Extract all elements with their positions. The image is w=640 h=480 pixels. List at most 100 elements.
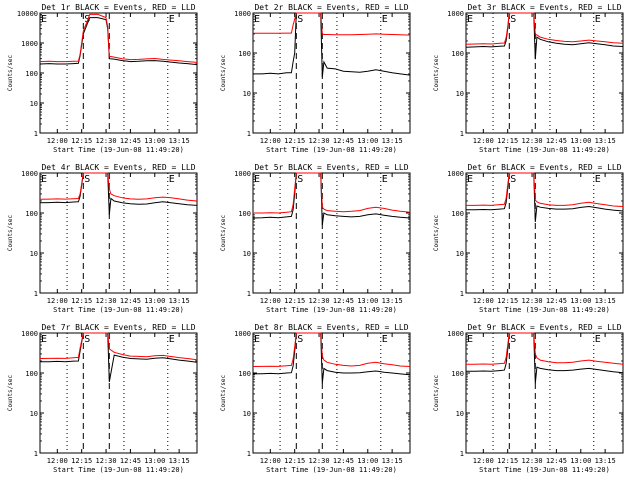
x-axis-label: Start Time (19-Jun-08 11:49:20) — [266, 306, 397, 314]
y-tick-label: 1 — [34, 130, 38, 138]
event-marker-label: E — [169, 174, 175, 185]
y-tick-label: 100 — [25, 370, 38, 378]
event-marker-label: E — [382, 14, 388, 25]
event-marker-label: E — [595, 14, 601, 25]
y-tick-label: 100 — [451, 210, 464, 218]
x-tick-label: 12:45 — [546, 297, 567, 305]
detector-panel: Det 3r BLACK = Events, RED = LLD 1 10 100 10… — [433, 3, 624, 154]
y-tick-label: 10 — [30, 410, 38, 418]
x-tick-label: 12:00 — [260, 457, 281, 465]
detector-panel: Det 5r BLACK = Events, RED = LLD 1 10 100 10… — [220, 163, 411, 314]
x-tick-label: 13:00 — [144, 457, 165, 465]
event-marker-label: E — [254, 14, 260, 25]
events-series-line — [466, 332, 624, 384]
x-tick-label: 12:15 — [497, 137, 518, 145]
x-tick-label: 13:00 — [570, 457, 591, 465]
lld-series-line — [466, 332, 624, 365]
y-tick-label: 1000 — [234, 330, 251, 338]
y-tick-label: 10 — [30, 250, 38, 258]
y-tick-label: 1 — [34, 450, 38, 458]
detector-panel: Det 8r BLACK = Events, RED = LLD 1 10 100 10… — [220, 323, 411, 474]
x-tick-label: 12:30 — [96, 297, 117, 305]
detector-panel: Det 1r BLACK = Events, RED = LLD 1 10 100 10… — [7, 3, 198, 154]
detector-panel: Det 2r BLACK = Events, RED = LLD 1 10 100 10… — [220, 3, 411, 154]
panel-title: Det 5r BLACK = Events, RED = LLD — [254, 163, 408, 172]
event-marker-label: E — [41, 14, 47, 25]
x-tick-label: 12:30 — [522, 457, 543, 465]
x-tick-label: 12:00 — [473, 297, 494, 305]
x-axis-label: Start Time (19-Jun-08 11:49:20) — [479, 146, 610, 154]
event-marker-label: S — [510, 334, 516, 345]
x-tick-label: 12:15 — [71, 137, 92, 145]
event-marker-label: E — [467, 174, 473, 185]
y-tick-label: 10 — [243, 410, 251, 418]
panel-title: Det 1r BLACK = Events, RED = LLD — [41, 3, 195, 12]
x-tick-label: 13:15 — [382, 457, 403, 465]
x-tick-label: 12:00 — [47, 137, 68, 145]
y-tick-label: 1 — [460, 130, 464, 138]
y-tick-label: 1000 — [234, 10, 251, 18]
y-axis-label: Counts/sec — [433, 215, 440, 252]
y-tick-label: 10 — [243, 250, 251, 258]
lld-series-line — [465, 12, 624, 45]
y-tick-label: 10 — [456, 250, 464, 258]
y-tick-label: 1000 — [21, 40, 38, 48]
y-tick-label: 100 — [238, 210, 251, 218]
event-marker-label: E — [382, 174, 388, 185]
y-axis-label: Counts/sec — [220, 55, 227, 92]
y-tick-label: 1000 — [447, 330, 464, 338]
event-marker-label: E — [595, 174, 601, 185]
x-tick-label: 13:00 — [357, 457, 378, 465]
y-tick-label: 1 — [34, 290, 38, 298]
detector-panel: Det 9r BLACK = Events, RED = LLD 1 10 100 10… — [433, 323, 624, 474]
x-tick-label: 13:15 — [595, 297, 616, 305]
x-tick-label: 13:15 — [382, 137, 403, 145]
x-tick-label: 12:45 — [120, 137, 141, 145]
event-marker-label: E — [169, 334, 175, 345]
panel-title: Det 6r BLACK = Events, RED = LLD — [467, 163, 621, 172]
x-axis-label: Start Time (19-Jun-08 11:49:20) — [266, 146, 397, 154]
panel-title: Det 7r BLACK = Events, RED = LLD — [41, 323, 195, 332]
event-marker-label: S — [510, 14, 516, 25]
x-tick-label: 13:15 — [595, 137, 616, 145]
x-tick-label: 12:00 — [47, 457, 68, 465]
x-tick-label: 13:00 — [144, 297, 165, 305]
y-axis-label: Counts/sec — [7, 215, 14, 252]
event-marker-label: S — [297, 14, 303, 25]
lld-series-line — [466, 172, 624, 207]
x-tick-label: 12:15 — [497, 297, 518, 305]
x-tick-label: 13:00 — [357, 137, 378, 145]
x-axis-label: Start Time (19-Jun-08 11:49:20) — [53, 306, 184, 314]
y-tick-label: 100 — [25, 210, 38, 218]
plot-frame — [252, 332, 411, 454]
event-marker-label: S — [297, 334, 303, 345]
x-tick-label: 13:00 — [144, 137, 165, 145]
y-tick-label: 1 — [247, 130, 251, 138]
event-marker-label: E — [467, 14, 473, 25]
events-series-line — [252, 172, 411, 226]
x-tick-label: 12:45 — [333, 457, 354, 465]
y-tick-label: 1 — [460, 290, 464, 298]
y-tick-label: 1 — [460, 450, 464, 458]
plot-frame — [465, 332, 624, 454]
y-tick-label: 100 — [25, 70, 38, 78]
x-tick-label: 12:30 — [309, 137, 330, 145]
y-tick-label: 100 — [238, 370, 251, 378]
events-series-line — [39, 332, 198, 382]
x-tick-label: 12:45 — [546, 457, 567, 465]
y-axis-label: Counts/sec — [7, 375, 14, 412]
x-axis-label: Start Time (19-Jun-08 11:49:20) — [479, 466, 610, 474]
x-tick-label: 12:15 — [284, 137, 305, 145]
x-tick-label: 13:00 — [357, 297, 378, 305]
plot-frame — [465, 172, 624, 294]
plot-frame — [252, 172, 411, 294]
plot-frame — [252, 12, 411, 134]
event-marker-label: E — [169, 14, 175, 25]
y-tick-label: 1000 — [447, 170, 464, 178]
events-series-line — [466, 172, 624, 222]
lld-series-line — [253, 172, 411, 214]
x-tick-label: 12:30 — [309, 297, 330, 305]
detector-panel: Det 4r BLACK = Events, RED = LLD 1 10 100 10… — [7, 163, 198, 314]
x-tick-label: 12:00 — [260, 137, 281, 145]
y-tick-label: 10 — [243, 90, 251, 98]
